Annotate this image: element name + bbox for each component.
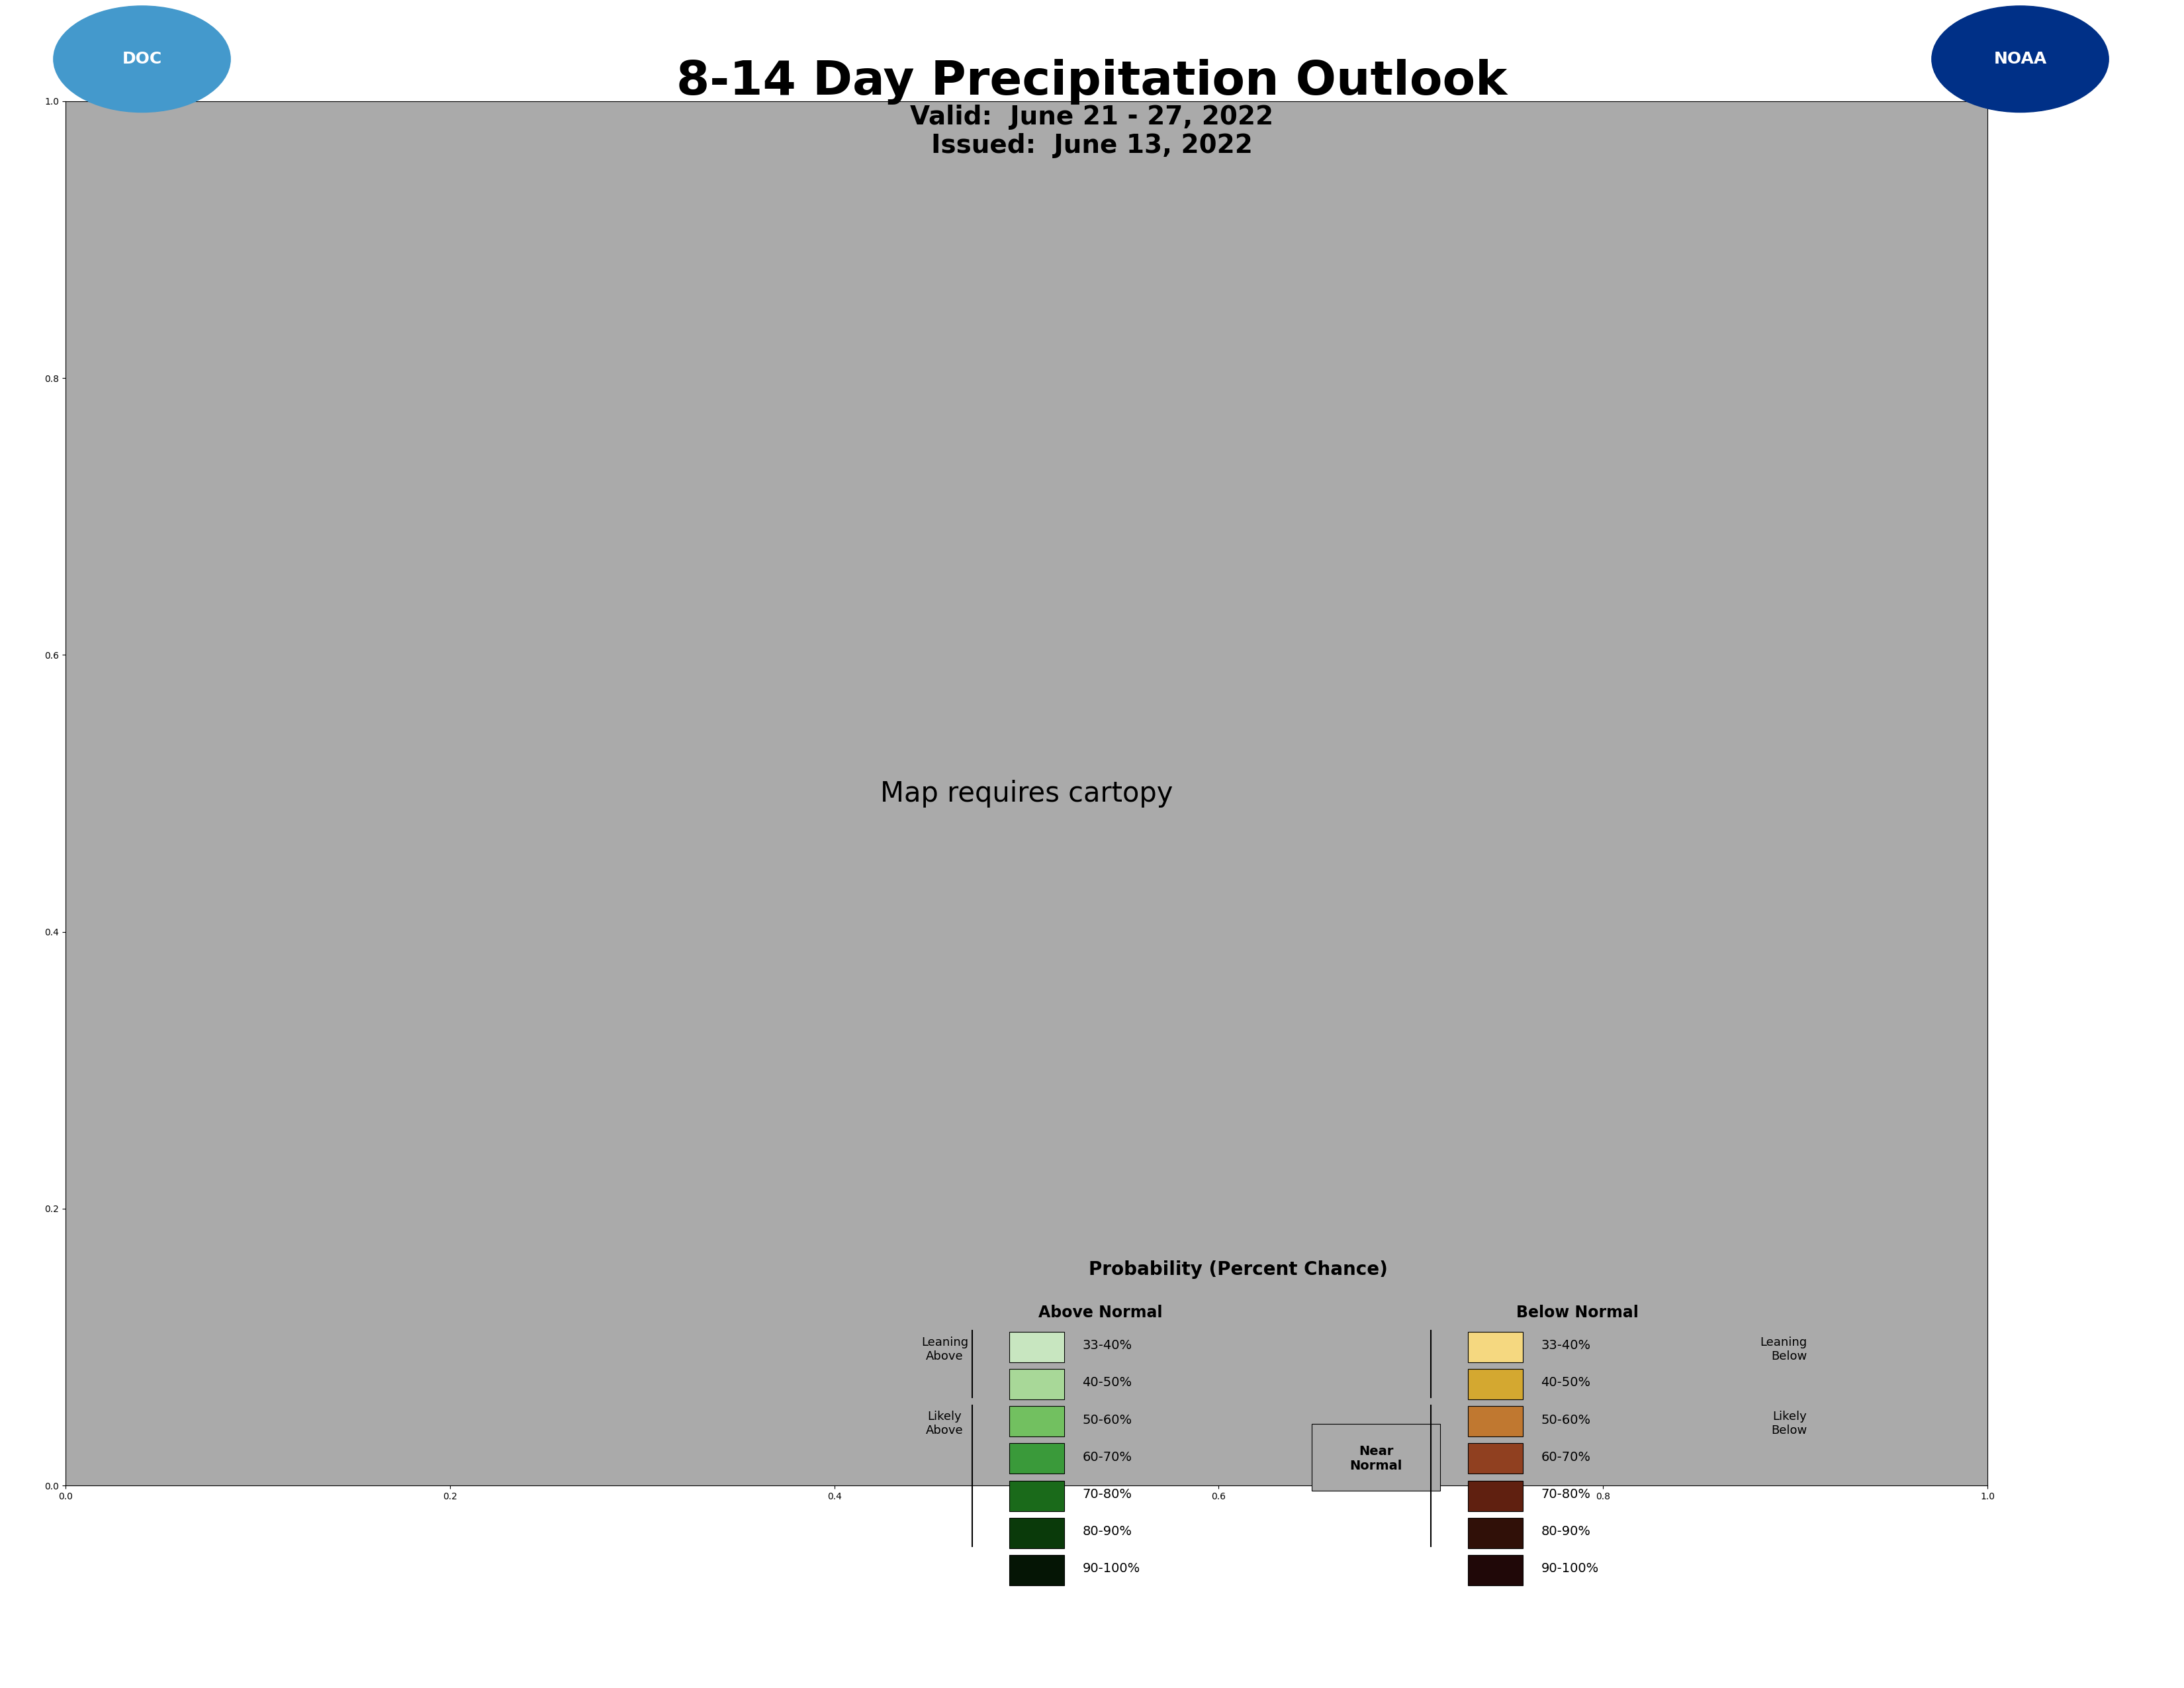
Circle shape <box>52 7 232 111</box>
Text: Likely
Below: Likely Below <box>1771 1411 1806 1436</box>
Text: 50-60%: 50-60% <box>1083 1413 1131 1426</box>
Bar <box>1009 1406 1064 1436</box>
Bar <box>1313 1423 1439 1491</box>
Text: 80-90%: 80-90% <box>1083 1524 1131 1538</box>
Text: 40-50%: 40-50% <box>1542 1376 1590 1389</box>
Text: 40-50%: 40-50% <box>1083 1376 1131 1389</box>
Text: 80-90%: 80-90% <box>1542 1524 1590 1538</box>
Circle shape <box>1931 7 2110 111</box>
Text: Likely
Above: Likely Above <box>926 1411 963 1436</box>
Text: Probability (Percent Chance): Probability (Percent Chance) <box>1090 1261 1387 1280</box>
Bar <box>1009 1480 1064 1511</box>
Text: 50-60%: 50-60% <box>1542 1413 1590 1426</box>
Text: Above Normal: Above Normal <box>1040 1305 1162 1320</box>
Text: DOC: DOC <box>122 51 162 68</box>
Text: Below Normal: Below Normal <box>1516 1305 1638 1320</box>
Text: 90-100%: 90-100% <box>1542 1561 1599 1575</box>
Text: 8-14 Day Precipitation Outlook: 8-14 Day Precipitation Outlook <box>677 59 1507 105</box>
Bar <box>1468 1369 1522 1399</box>
Bar <box>1468 1332 1522 1362</box>
Bar <box>1468 1518 1522 1548</box>
Bar <box>1468 1480 1522 1511</box>
Text: Leaning
Above: Leaning Above <box>922 1337 968 1362</box>
Bar <box>1468 1443 1522 1474</box>
Bar <box>1009 1369 1064 1399</box>
Bar <box>1009 1443 1064 1474</box>
Text: Map requires cartopy: Map requires cartopy <box>880 780 1173 807</box>
Bar <box>1009 1555 1064 1585</box>
Text: 33-40%: 33-40% <box>1083 1339 1131 1352</box>
Text: Valid:  June 21 - 27, 2022: Valid: June 21 - 27, 2022 <box>911 105 1273 130</box>
Text: 90-100%: 90-100% <box>1083 1561 1140 1575</box>
Text: 33-40%: 33-40% <box>1542 1339 1590 1352</box>
Text: 70-80%: 70-80% <box>1083 1487 1131 1501</box>
Bar <box>1468 1555 1522 1585</box>
Text: 70-80%: 70-80% <box>1542 1487 1590 1501</box>
Bar <box>1009 1332 1064 1362</box>
Text: 60-70%: 60-70% <box>1542 1450 1590 1463</box>
Bar <box>1009 1518 1064 1548</box>
Text: NOAA: NOAA <box>1994 51 2046 68</box>
Text: Issued:  June 13, 2022: Issued: June 13, 2022 <box>930 133 1254 159</box>
Bar <box>1468 1406 1522 1436</box>
Text: 60-70%: 60-70% <box>1083 1450 1131 1463</box>
Text: Near
Normal: Near Normal <box>1350 1445 1402 1472</box>
Text: Leaning
Below: Leaning Below <box>1760 1337 1806 1362</box>
